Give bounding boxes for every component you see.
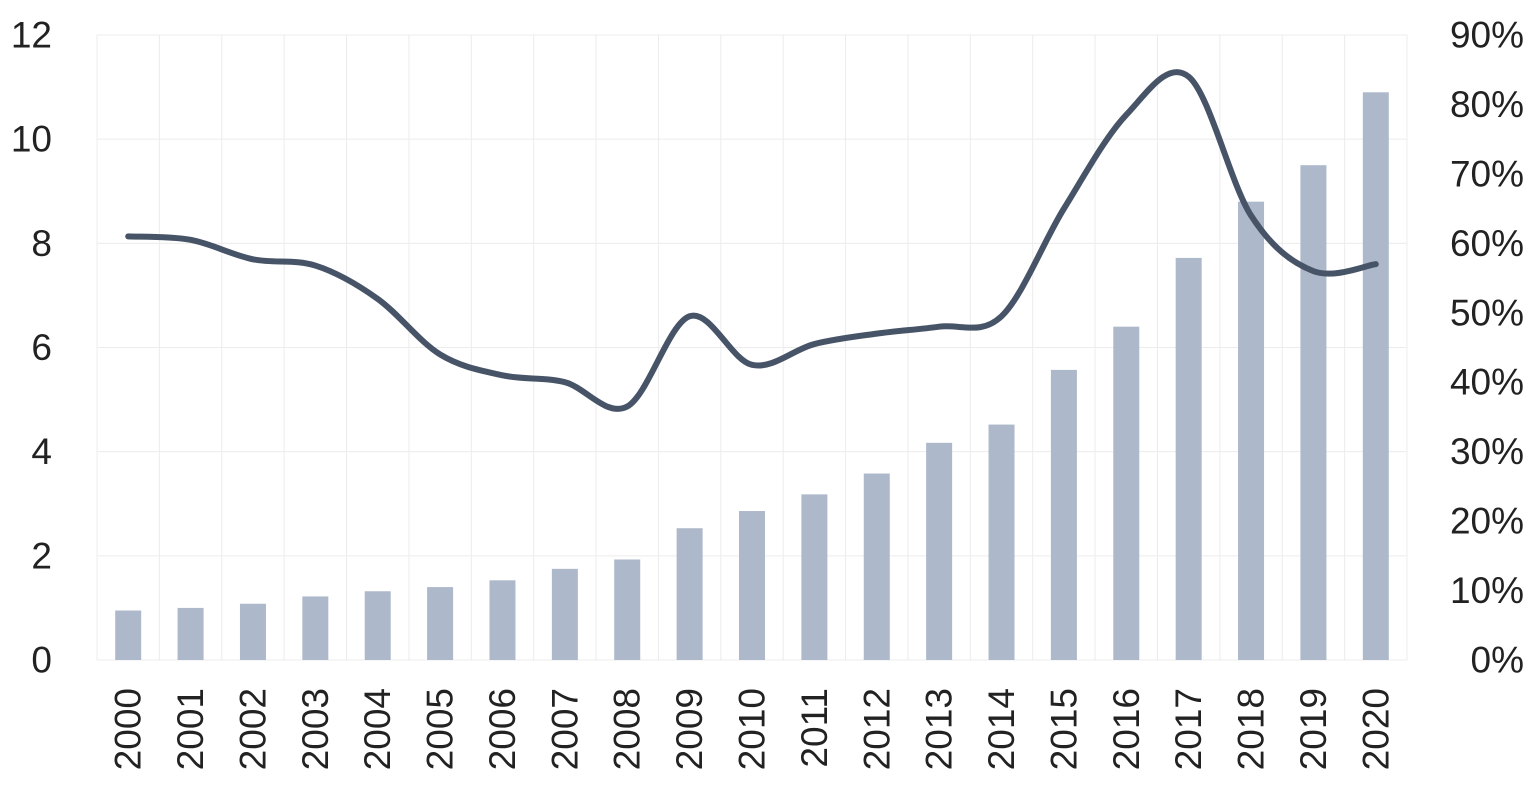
bar-2017 [1175,257,1202,660]
y-right-tick-label: 20% [1450,501,1524,542]
x-tick-label: 2020 [1355,688,1396,770]
x-tick-label: 2000 [108,688,149,770]
bar-2003 [302,596,329,660]
y-right-tick-label: 10% [1450,570,1524,611]
bar-2005 [427,587,454,660]
y-right-tick-label: 0% [1471,640,1524,681]
bar-2019 [1300,165,1327,661]
x-tick-label: 2019 [1293,688,1334,770]
x-tick-label: 2012 [856,688,897,770]
bar-2002 [239,603,266,660]
y-right-tick-label: 70% [1450,153,1524,194]
bar-2007 [551,568,578,660]
y-axis-right: 0% 10% 20% 30% 40% 50% 60% 70% 80% 90% [1450,15,1524,681]
y-right-tick-label: 80% [1450,84,1524,125]
bar-2012 [863,473,890,660]
x-tick-label: 2004 [357,688,398,770]
y-right-tick-label: 60% [1450,223,1524,264]
bar-2010 [739,511,765,660]
bar-2014 [988,424,1015,660]
line-series [125,69,1379,412]
x-axis: 2000 2001 2002 2003 2004 2005 2006 2007 2008 2009… [108,688,1397,770]
y-left-tick-label: 8 [31,223,52,264]
bar-2013 [926,442,953,660]
x-tick-label: 2010 [732,688,773,770]
x-tick-label: 2002 [232,688,273,770]
x-tick-label: 2006 [482,688,523,770]
bar-2018 [1238,201,1265,660]
y-right-tick-label: 90% [1450,15,1524,56]
x-tick-label: 2013 [919,688,960,770]
x-tick-label: 2016 [1106,688,1147,770]
y-right-tick-label: 40% [1450,362,1524,403]
grid [96,34,1408,661]
y-axis-left: 0 2 4 6 8 10 12 [11,15,52,681]
bar-2000 [115,610,142,660]
bar-2015 [1050,369,1077,660]
x-tick-label: 2009 [669,688,710,770]
y-left-tick-label: 4 [31,431,52,472]
x-tick-label: 2015 [1043,688,1084,770]
y-left-tick-label: 0 [31,640,52,681]
bar-2011 [801,494,828,660]
x-tick-label: 2003 [295,688,336,770]
bar-2004 [364,591,391,660]
x-tick-label: 2005 [420,688,461,770]
y-right-tick-label: 50% [1450,292,1524,333]
bar-2001 [177,607,204,660]
line-path [125,69,1379,412]
y-right-tick-label: 30% [1450,431,1524,472]
y-left-tick-label: 10 [11,119,52,160]
y-left-tick-label: 2 [31,535,52,576]
y-left-tick-label: 6 [31,327,52,368]
bar-2016 [1113,326,1140,660]
x-tick-label: 2014 [981,688,1022,770]
bar-2008 [614,559,641,660]
y-left-tick-label: 12 [11,15,52,56]
x-tick-label: 2018 [1231,688,1272,770]
x-tick-label: 2011 [794,688,835,768]
bar-series [115,92,1389,661]
bar-2020 [1362,92,1389,660]
bar-2006 [489,580,516,660]
x-tick-label: 2017 [1168,688,1209,770]
x-tick-label: 2001 [170,688,211,770]
x-tick-label: 2007 [544,688,585,770]
bar-2009 [676,528,703,660]
x-tick-label: 2008 [607,688,648,770]
